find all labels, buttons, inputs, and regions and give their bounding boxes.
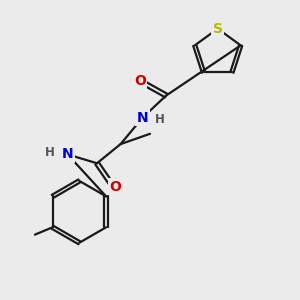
Text: O: O — [134, 74, 146, 88]
Text: H: H — [155, 113, 165, 126]
Text: H: H — [45, 146, 55, 159]
Text: S: S — [213, 22, 223, 36]
Text: N: N — [137, 111, 148, 124]
Text: O: O — [110, 180, 122, 194]
Text: N: N — [62, 147, 74, 161]
